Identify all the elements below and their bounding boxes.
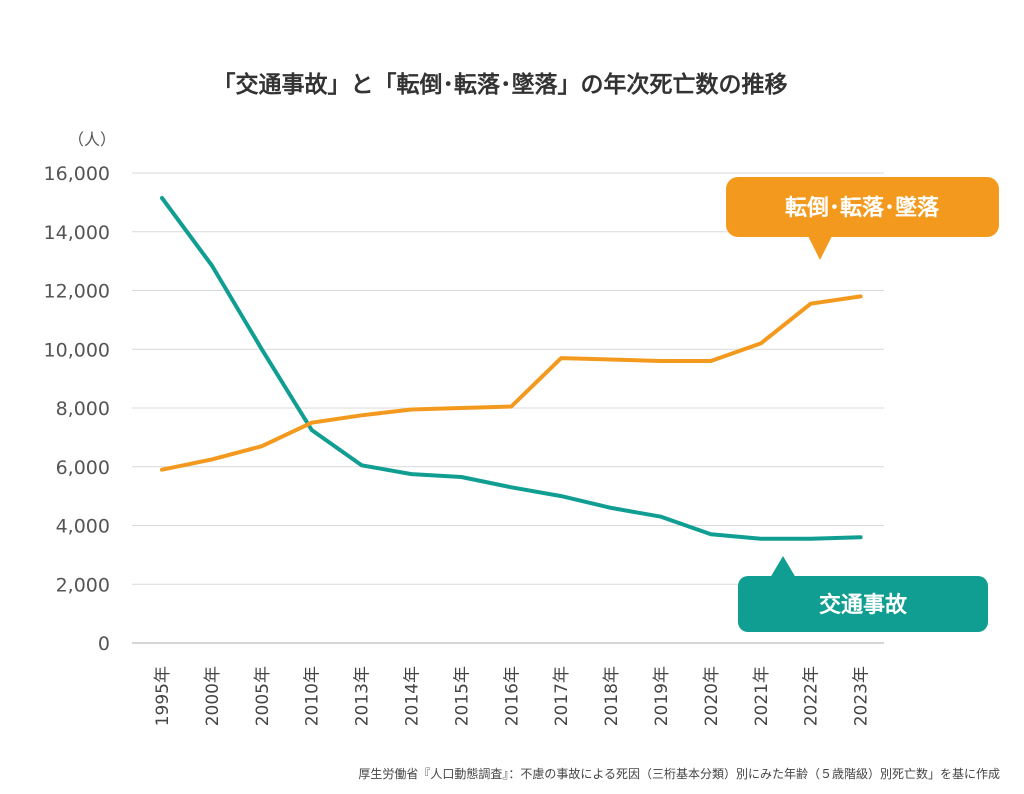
series-line-traffic	[160, 196, 863, 541]
x-tick-label: 2017年	[552, 666, 572, 726]
series-lines	[160, 196, 863, 541]
source-note: 厚生労働省『人口動態調査』：不慮の事故による死因（三桁基本分類）別にみた年齢（５…	[358, 766, 1000, 781]
x-tick-label: 2015年	[452, 666, 472, 726]
legend-callout-fall: 転倒･転落･墜落	[726, 177, 999, 260]
x-tick-label: 2014年	[403, 666, 423, 726]
callout-traffic-label: 交通事故	[819, 592, 908, 618]
x-tick-label: 2005年	[253, 666, 273, 726]
y-tick-label: 8,000	[56, 398, 110, 420]
y-axis-unit-label: （人）	[68, 130, 116, 149]
x-tick-label: 2018年	[602, 666, 622, 726]
x-tick-label: 2016年	[502, 666, 522, 726]
x-tick-label: 1995年	[153, 666, 173, 726]
x-tick-label: 2013年	[353, 666, 373, 726]
y-tick-label: 10,000	[44, 339, 110, 361]
chart-title: 「交通事故」と「転倒･転落･墜落」の年次死亡数の推移	[213, 71, 788, 98]
x-tick-label: 2022年	[802, 666, 822, 726]
callout-traffic-pointer	[770, 556, 796, 578]
y-tick-label: 2,000	[56, 574, 110, 596]
legend-callout-traffic: 交通事故	[738, 556, 988, 632]
x-tick-label: 2019年	[652, 666, 672, 726]
x-tick-label: 2021年	[752, 666, 772, 726]
callout-traffic-box	[738, 576, 988, 632]
y-tick-label: 14,000	[44, 222, 110, 244]
x-tick-label: 2023年	[852, 666, 872, 726]
x-tick-label: 2000年	[203, 666, 223, 726]
y-tick-label: 0	[98, 633, 110, 655]
callout-fall-pointer	[808, 236, 832, 260]
y-tick-label: 12,000	[44, 281, 110, 303]
x-axis-ticks: 1995年 2000年 2005年 2010年 2013年 2014年 2015年 2016年…	[153, 666, 872, 726]
callout-fall-box	[726, 177, 999, 237]
y-axis-ticks: 0 2,000 4,000 6,000 8,000 10,000 12,000 14,000 1…	[44, 163, 110, 655]
y-tick-label: 4,000	[56, 516, 110, 538]
x-tick-label: 2020年	[702, 666, 722, 726]
x-tick-label: 2010年	[303, 666, 323, 726]
callout-fall-label: 転倒･転落･墜落	[785, 195, 940, 221]
y-tick-label: 6,000	[56, 457, 110, 479]
series-line-fall	[160, 294, 863, 472]
y-tick-label: 16,000	[44, 163, 110, 185]
